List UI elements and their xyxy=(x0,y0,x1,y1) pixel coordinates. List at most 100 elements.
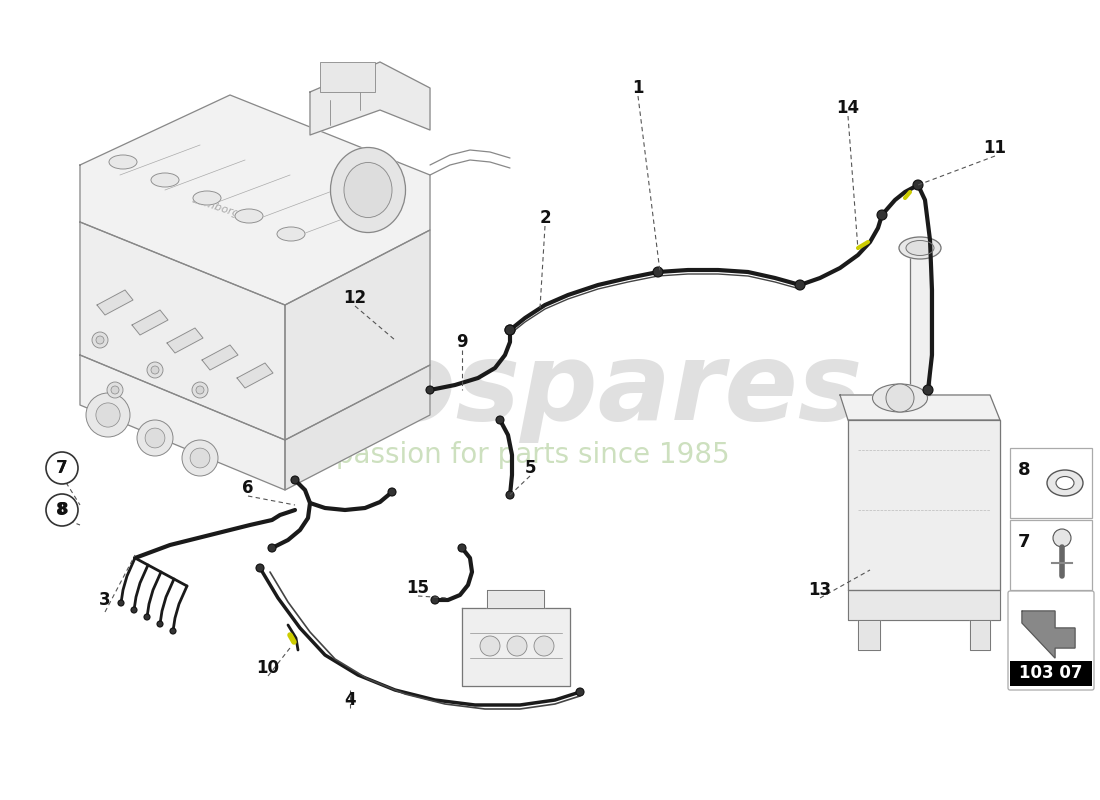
Circle shape xyxy=(431,596,439,604)
Ellipse shape xyxy=(235,209,263,223)
Text: 10: 10 xyxy=(256,659,279,677)
Polygon shape xyxy=(462,608,570,686)
Circle shape xyxy=(534,636,554,656)
Text: 8: 8 xyxy=(56,501,68,519)
Text: 1: 1 xyxy=(632,79,644,97)
Polygon shape xyxy=(202,345,238,370)
Ellipse shape xyxy=(906,241,934,255)
Circle shape xyxy=(795,280,805,290)
Circle shape xyxy=(96,336,104,344)
Ellipse shape xyxy=(899,237,940,259)
Circle shape xyxy=(923,385,933,395)
Text: Lamborghini: Lamborghini xyxy=(190,194,260,226)
Text: 12: 12 xyxy=(343,289,366,307)
Text: 2: 2 xyxy=(539,209,551,227)
Circle shape xyxy=(190,448,210,468)
Text: 7: 7 xyxy=(1018,533,1031,551)
Ellipse shape xyxy=(872,384,927,412)
Circle shape xyxy=(151,366,160,374)
Polygon shape xyxy=(910,248,930,395)
Circle shape xyxy=(268,544,276,552)
Circle shape xyxy=(46,452,78,484)
Circle shape xyxy=(507,636,527,656)
Polygon shape xyxy=(858,620,880,650)
Ellipse shape xyxy=(330,147,406,233)
Polygon shape xyxy=(167,328,204,353)
Text: 13: 13 xyxy=(808,581,832,599)
Text: 7: 7 xyxy=(56,459,68,477)
Circle shape xyxy=(496,416,504,424)
Polygon shape xyxy=(80,95,430,305)
Ellipse shape xyxy=(1047,470,1084,496)
FancyBboxPatch shape xyxy=(1008,591,1094,690)
Polygon shape xyxy=(132,310,168,335)
Circle shape xyxy=(1053,529,1071,547)
Polygon shape xyxy=(840,395,1000,420)
Polygon shape xyxy=(487,590,544,608)
Circle shape xyxy=(107,382,123,398)
Circle shape xyxy=(256,564,264,572)
Text: 6: 6 xyxy=(242,479,254,497)
Circle shape xyxy=(145,428,165,448)
Circle shape xyxy=(157,621,163,627)
Circle shape xyxy=(196,386,204,394)
Circle shape xyxy=(576,688,584,696)
Circle shape xyxy=(506,491,514,499)
Circle shape xyxy=(46,494,78,526)
Circle shape xyxy=(118,600,124,606)
Polygon shape xyxy=(1022,611,1075,658)
Circle shape xyxy=(653,267,663,277)
Text: eurospares: eurospares xyxy=(177,337,862,443)
Circle shape xyxy=(505,325,515,335)
Circle shape xyxy=(131,607,138,613)
Circle shape xyxy=(192,382,208,398)
Polygon shape xyxy=(97,290,133,315)
Circle shape xyxy=(86,393,130,437)
Circle shape xyxy=(292,476,299,484)
Polygon shape xyxy=(80,222,285,440)
Bar xyxy=(1010,448,1092,518)
Bar xyxy=(320,62,375,92)
Ellipse shape xyxy=(192,191,221,205)
Text: 15: 15 xyxy=(407,579,429,597)
Text: 8: 8 xyxy=(1018,461,1031,479)
Ellipse shape xyxy=(277,227,305,241)
Polygon shape xyxy=(285,365,430,490)
Circle shape xyxy=(877,210,887,220)
Text: 9: 9 xyxy=(456,333,468,351)
Circle shape xyxy=(170,628,176,634)
Circle shape xyxy=(147,362,163,378)
Polygon shape xyxy=(970,620,990,650)
Text: 4: 4 xyxy=(344,691,355,709)
Text: a passion for parts since 1985: a passion for parts since 1985 xyxy=(310,441,729,469)
Ellipse shape xyxy=(109,155,138,169)
Ellipse shape xyxy=(1056,477,1074,490)
Circle shape xyxy=(111,386,119,394)
Circle shape xyxy=(96,403,120,427)
Polygon shape xyxy=(236,363,273,388)
Circle shape xyxy=(92,332,108,348)
Polygon shape xyxy=(80,355,285,490)
Text: 103 07: 103 07 xyxy=(1020,664,1082,682)
Polygon shape xyxy=(310,62,430,135)
Circle shape xyxy=(138,420,173,456)
Text: 5: 5 xyxy=(525,459,536,477)
Polygon shape xyxy=(848,590,1000,620)
Bar xyxy=(1010,520,1092,590)
Ellipse shape xyxy=(344,162,392,218)
Circle shape xyxy=(886,384,914,412)
Text: 14: 14 xyxy=(836,99,859,117)
Circle shape xyxy=(426,386,434,394)
Circle shape xyxy=(458,544,466,552)
Polygon shape xyxy=(285,230,430,440)
Text: 7: 7 xyxy=(57,461,67,475)
Ellipse shape xyxy=(151,173,179,187)
Circle shape xyxy=(182,440,218,476)
Circle shape xyxy=(913,180,923,190)
Circle shape xyxy=(505,325,515,335)
Bar xyxy=(1010,661,1092,686)
Text: 8: 8 xyxy=(57,502,67,518)
Text: 3: 3 xyxy=(99,591,111,609)
Polygon shape xyxy=(848,420,1000,590)
Circle shape xyxy=(480,636,501,656)
